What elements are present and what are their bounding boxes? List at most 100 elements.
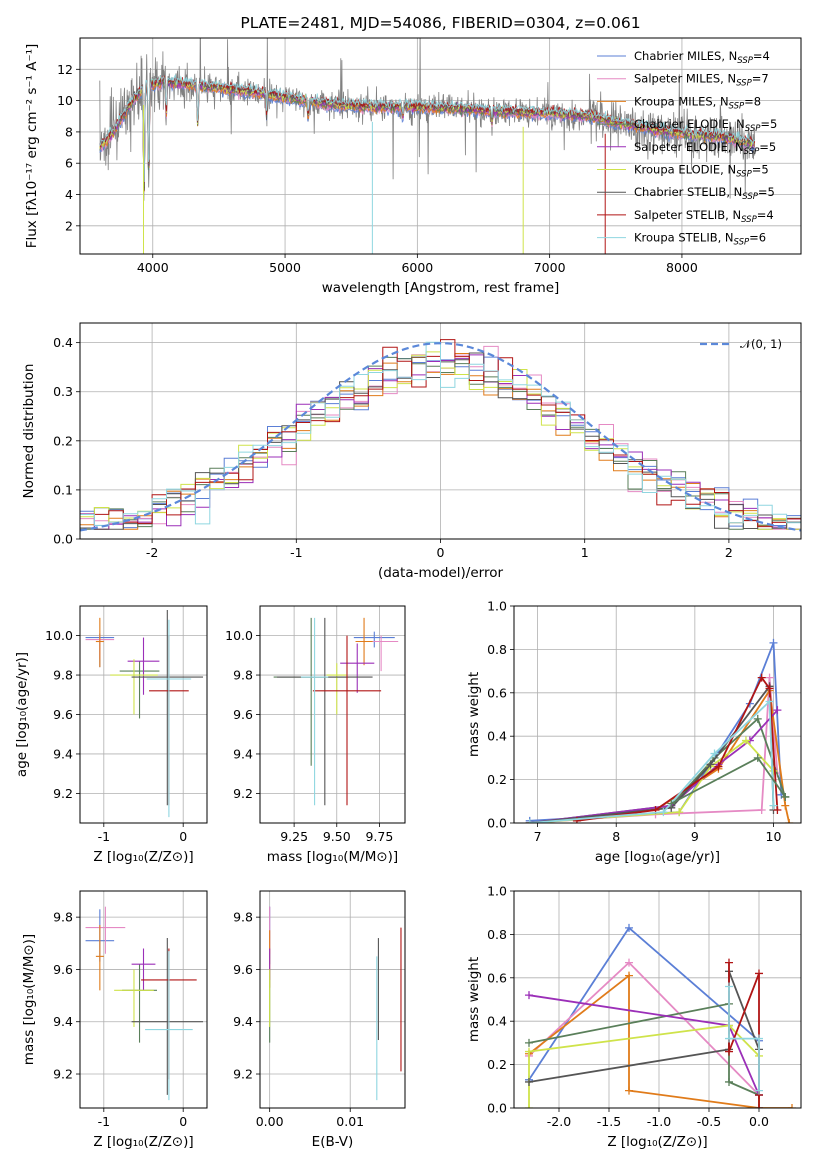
weight-series-line <box>576 675 779 822</box>
weight-point-marker <box>757 805 766 814</box>
x-tick-label: 7 <box>534 829 542 844</box>
weight-point-marker <box>725 1047 733 1056</box>
legend-label-sub: SSP <box>734 238 750 248</box>
legend-label-sub: SSP <box>729 101 745 111</box>
error-bar-point <box>273 617 349 766</box>
legend-label-tail: =6 <box>749 231 766 245</box>
error-bar-point <box>353 631 395 648</box>
weight-point-marker <box>755 1104 763 1108</box>
y-tick-label: 4 <box>65 187 73 202</box>
weight-point-marker <box>769 638 778 647</box>
y-tick-label: 0.0 <box>53 532 73 547</box>
age_vs_Z-axes: -1 0 9.2 9.4 9.6 9.8 10.0 Z [log₁₀(Z/Z⊙)] age [l… <box>14 606 207 865</box>
weight-point-marker <box>710 749 719 758</box>
weight_vs_Z-frame <box>513 890 802 1109</box>
x-tick-label: -1 <box>98 829 110 844</box>
y-tick-label: 12 <box>57 62 73 77</box>
weight-point-marker <box>625 971 633 980</box>
x-tick-label: 0 <box>179 829 187 844</box>
weight-point-marker <box>765 673 774 682</box>
weight-point-marker <box>725 982 733 991</box>
y-axis-label: mass weight <box>466 672 482 757</box>
residuals-legend: 𝒩(0, 1) <box>700 337 782 351</box>
y-tick-label: 0.4 <box>487 729 507 744</box>
legend-label: Salpeter STELIB, NSSP=4 <box>634 208 774 225</box>
y-tick-label: 10.0 <box>45 628 73 643</box>
weight_vs_Z-axes: -2.0 -1.5 -1.0 -0.5 0.0 0.0 0.2 0.4 0.6 0.8 1.0 Z [… <box>466 884 801 1150</box>
mass_vs_Z-plot-area <box>85 906 204 1101</box>
y-tick-label: 1.0 <box>487 599 507 614</box>
weight-series-line <box>528 994 760 1108</box>
legend-label-tail: =5 <box>758 185 775 199</box>
legend-label-main: Salpeter STELIB, N <box>634 208 741 222</box>
weight-series-line <box>528 1024 760 1108</box>
legend-label-tail: =5 <box>760 117 777 131</box>
weight-point-marker <box>757 673 766 682</box>
y-tick-label: 9.6 <box>233 962 253 977</box>
legend-label-sub: SSP <box>744 147 760 157</box>
y-tick-label: 0.3 <box>53 384 73 399</box>
legend-label-sub: SSP <box>742 192 758 202</box>
legend-label: Chabrier STELIB, NSSP=5 <box>634 185 775 202</box>
x-axis-label: Z [log₁₀(Z/Z⊙)] <box>93 1134 193 1150</box>
spectrum-frame <box>79 37 802 255</box>
y-tick-label: 0.6 <box>487 970 507 985</box>
normal-curve <box>80 342 801 532</box>
weight-point-marker <box>625 1086 633 1095</box>
weight-point-marker <box>788 1104 796 1108</box>
x-axis-label: (data-model)/error <box>378 565 504 581</box>
weight-point-marker <box>659 808 668 817</box>
weight-point-marker <box>773 805 782 814</box>
error-bar-point <box>364 635 399 672</box>
weight-point-marker <box>525 991 533 1000</box>
legend-label-sub: SSP <box>745 124 761 134</box>
legend-label-main: Salpeter MILES, N <box>634 72 736 86</box>
weight_vs_age-axes: 7 8 9 10 0.0 0.2 0.4 0.6 0.8 1.0 age [log₁₀(age/yr… <box>466 599 801 865</box>
y-tick-label: 9.2 <box>233 1067 253 1082</box>
mass_vs_Z-frame <box>79 890 208 1109</box>
error-bar-point <box>95 617 104 668</box>
weight-series-line <box>529 699 775 823</box>
y-tick-label: 9.8 <box>233 910 253 925</box>
x-tick-label: -1.5 <box>597 1114 621 1129</box>
error-bar-point <box>145 951 193 1101</box>
weight-point-marker <box>785 819 794 823</box>
weight-point-marker <box>755 1086 763 1095</box>
x-tick-label: 9.75 <box>365 829 393 844</box>
weight_vs_age-frame <box>513 605 802 824</box>
mass_vs_Z-axes: -1 0 9.2 9.4 9.6 9.8 Z [log₁₀(Z/Z⊙)] mass [log₁… <box>21 891 207 1150</box>
y-tick-label: 10.0 <box>225 628 253 643</box>
legend-label-main: Kroupa STELIB, N <box>634 231 734 245</box>
y-tick-label: 9.4 <box>233 746 253 761</box>
age_vs_mass-axes: 9.25 9.50 9.75 9.2 9.4 9.6 9.8 10.0 mass [log₁₀(… <box>225 606 405 865</box>
weight-point-marker <box>753 753 762 762</box>
weight-series-line <box>728 986 760 1091</box>
x-tick-label: 9.25 <box>280 829 308 844</box>
x-tick-label: -1.0 <box>647 1114 671 1129</box>
y-tick-label: 0.4 <box>53 335 73 350</box>
weight-point-marker <box>765 697 774 706</box>
error-bar-point <box>312 635 382 806</box>
x-axis-label: age [log₁₀(age/yr)] <box>595 849 720 865</box>
weight-point-marker <box>625 923 633 932</box>
y-tick-label: 9.4 <box>53 746 73 761</box>
weight-point-marker <box>769 766 778 775</box>
x-tick-label: -2 <box>146 545 158 560</box>
legend-label-sub: SSP <box>741 215 757 225</box>
weight-point-marker <box>525 819 534 823</box>
y-axis-label: Normed distribution <box>21 364 37 499</box>
weight-series-line <box>529 683 775 823</box>
x-tick-label: 4000 <box>137 260 169 275</box>
weight-point-marker <box>706 760 715 769</box>
weight-point-marker <box>755 1034 763 1043</box>
weight-point-marker <box>725 1077 733 1086</box>
x-tick-label: 5000 <box>269 260 301 275</box>
mass_vs_EBV-axes: 0.00 0.01 9.2 9.4 9.6 9.8 E(B-V) <box>233 891 405 1150</box>
legend-label-tail: =7 <box>752 72 769 86</box>
spectrum-plot-area <box>99 38 756 254</box>
legend-label: Chabrier ELODIE, NSSP=5 <box>634 117 777 134</box>
weight-point-marker <box>525 1047 533 1056</box>
legend-label: Kroupa STELIB, NSSP=6 <box>634 231 766 248</box>
weight-point-marker <box>741 736 750 745</box>
